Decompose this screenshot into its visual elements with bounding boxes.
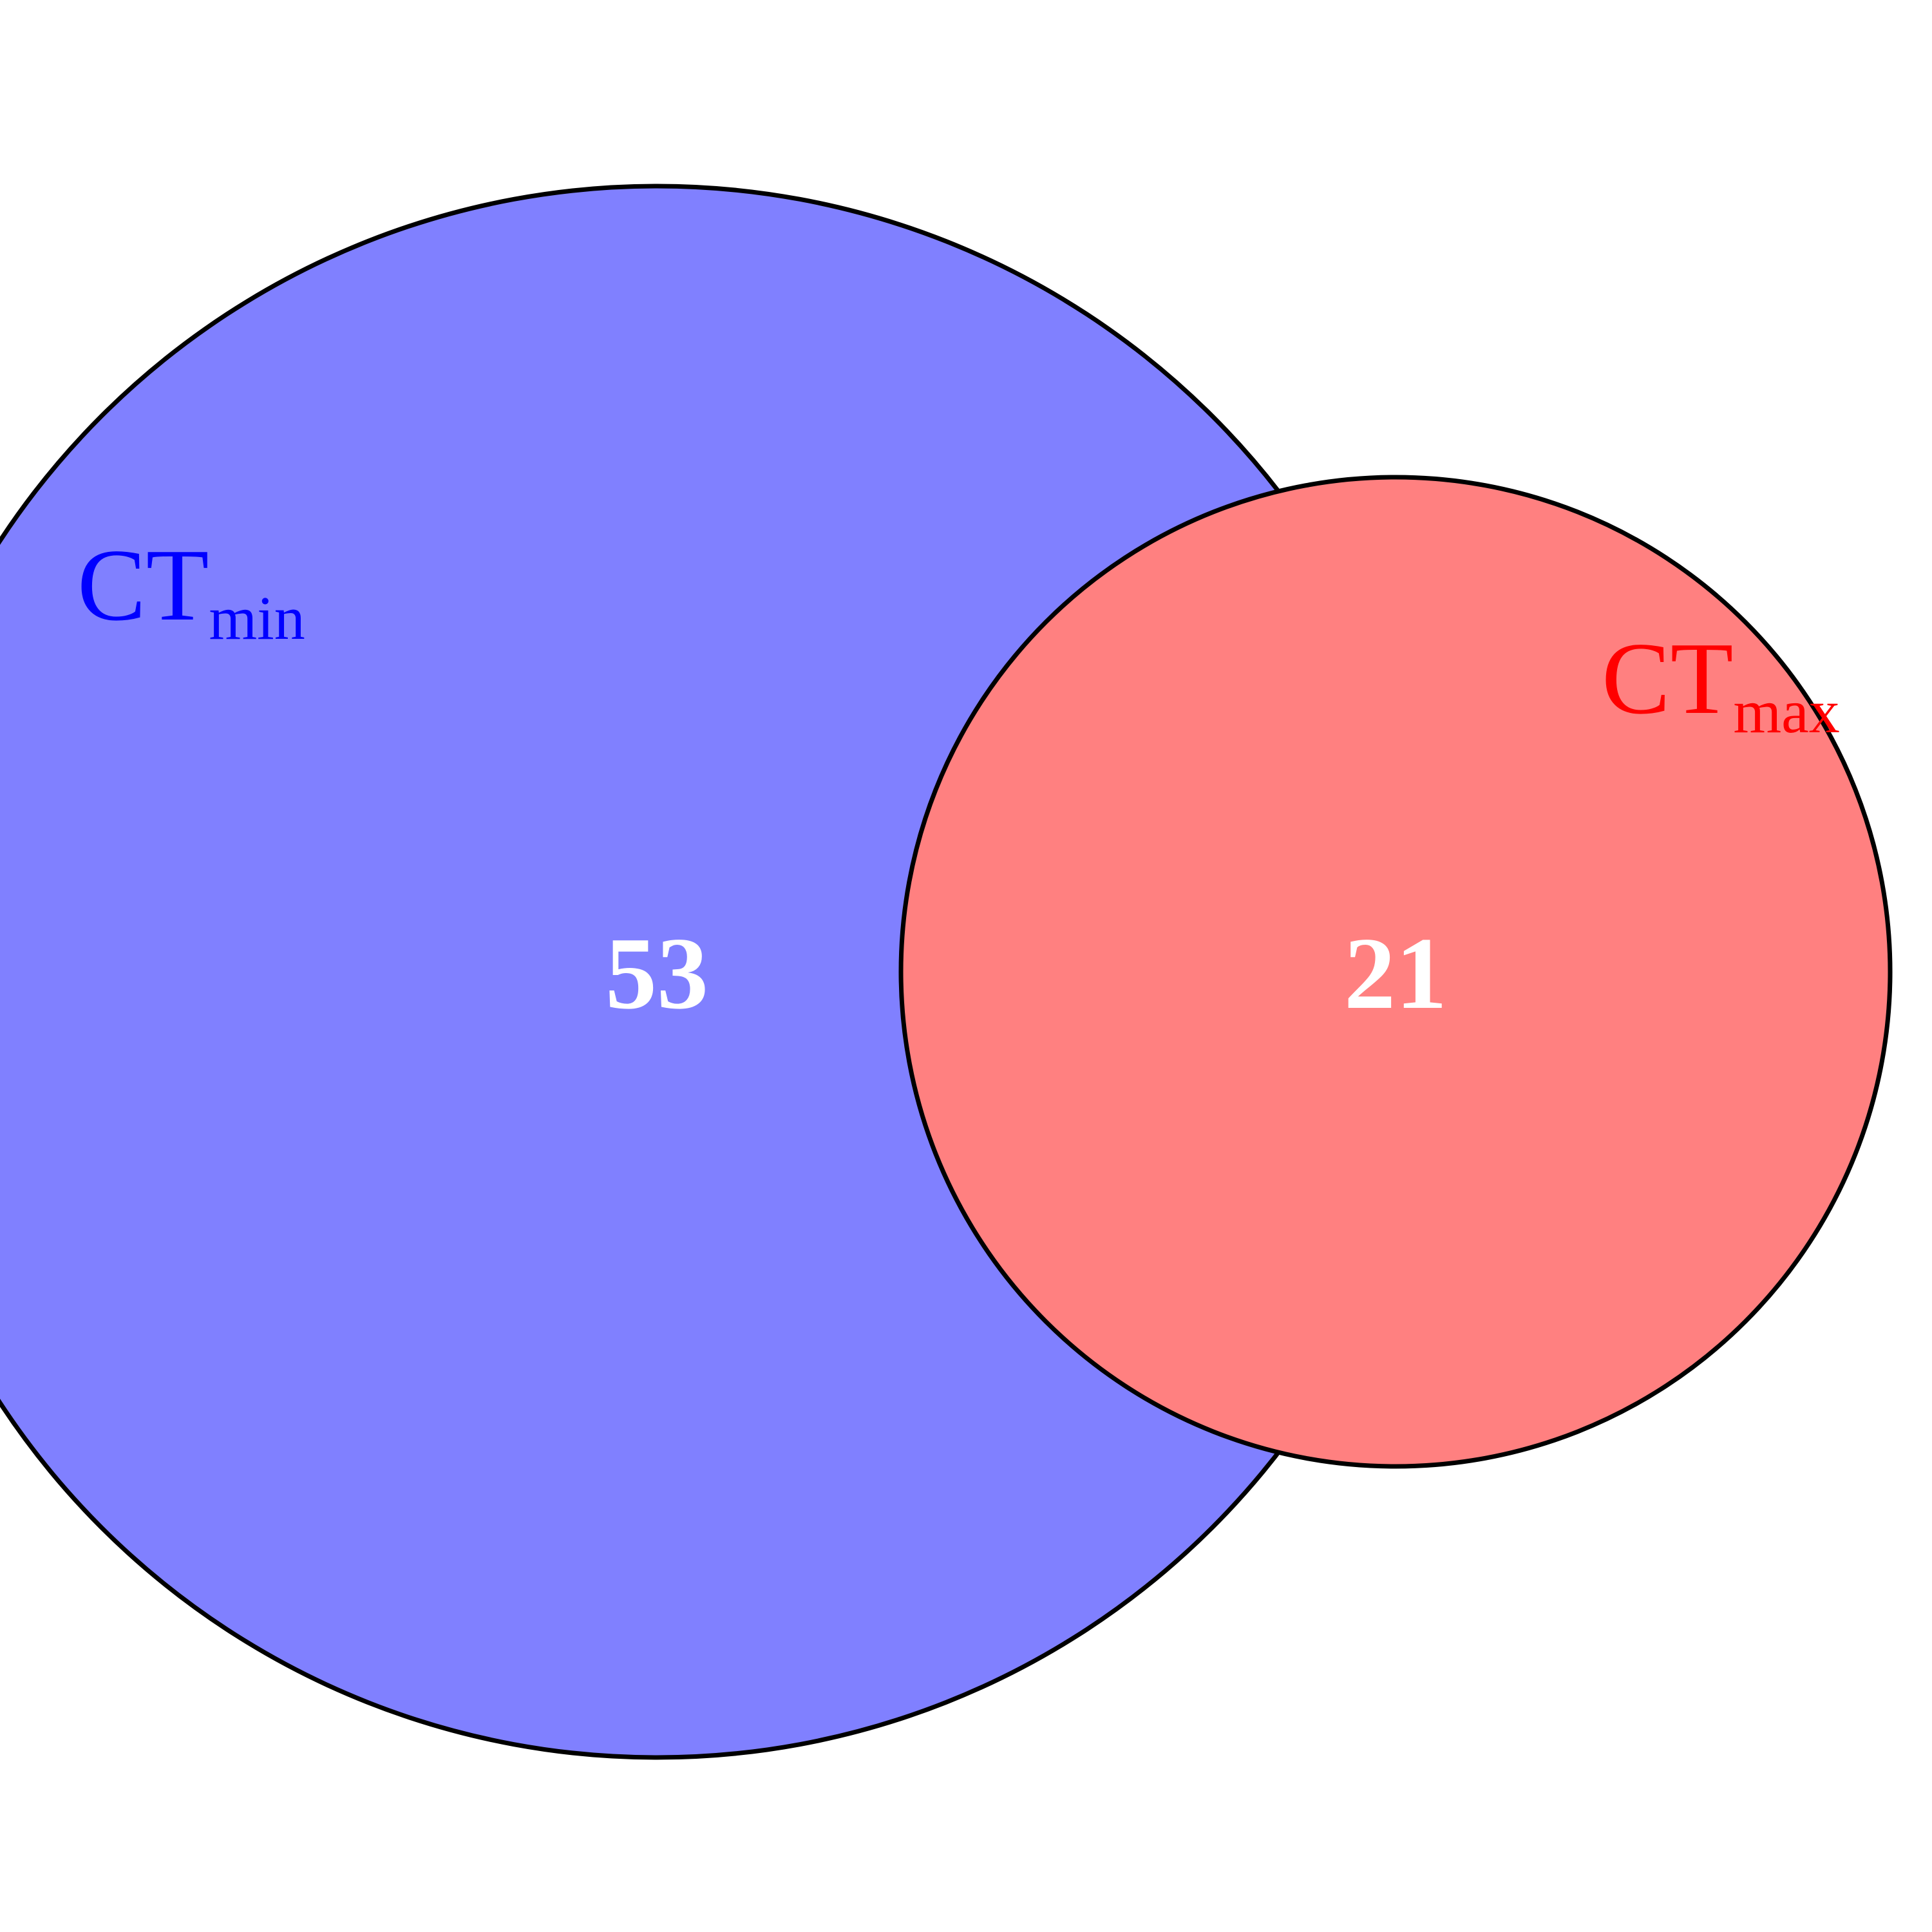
- ct-min-label: CTmin: [77, 527, 305, 652]
- ct-min-label-sub: min: [209, 583, 305, 652]
- ct-max-label: CTmax: [1602, 621, 1840, 746]
- ct-max-label-sub: max: [1733, 677, 1839, 746]
- ct-min-count: 53: [605, 916, 708, 1030]
- ct-max-count: 21: [1344, 916, 1447, 1030]
- ct-min-label-main: CT: [77, 527, 209, 642]
- ct-max-circle: [898, 475, 1893, 1469]
- ct-max-label-main: CT: [1602, 621, 1733, 735]
